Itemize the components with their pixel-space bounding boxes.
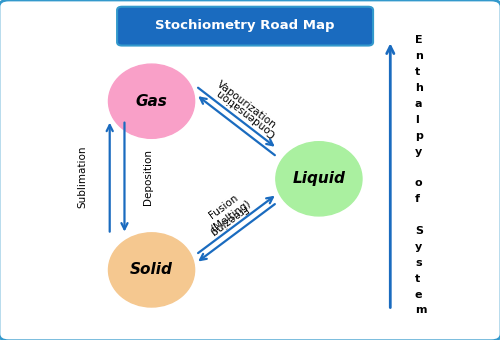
Text: Condensation: Condensation [214, 87, 278, 139]
Text: Gas: Gas [136, 94, 168, 109]
Text: Freezing: Freezing [206, 203, 248, 237]
Text: s: s [415, 258, 422, 268]
Ellipse shape [276, 142, 362, 216]
Text: Solid: Solid [130, 262, 173, 277]
Text: m: m [415, 305, 426, 316]
Text: n: n [415, 51, 423, 61]
Text: Fusion
(Melting): Fusion (Melting) [202, 189, 252, 234]
Text: l: l [415, 115, 418, 125]
Text: f: f [415, 194, 420, 204]
Text: y: y [415, 242, 422, 252]
Ellipse shape [108, 64, 194, 138]
Ellipse shape [108, 233, 194, 307]
Text: Stochiometry Road Map: Stochiometry Road Map [156, 19, 335, 33]
Text: S: S [415, 226, 423, 236]
Text: p: p [415, 131, 423, 141]
Text: E: E [415, 35, 422, 46]
Text: e: e [415, 290, 422, 300]
FancyBboxPatch shape [117, 7, 373, 46]
Text: y: y [415, 147, 422, 157]
Text: t: t [415, 274, 420, 284]
Text: t: t [415, 67, 420, 77]
Text: Sublimation: Sublimation [78, 146, 88, 208]
Text: o: o [415, 178, 422, 188]
Text: Liquid: Liquid [292, 171, 346, 186]
Text: a: a [415, 99, 422, 109]
Text: Deposition: Deposition [143, 149, 153, 205]
Text: Vapourization: Vapourization [214, 79, 278, 130]
Text: h: h [415, 83, 423, 93]
